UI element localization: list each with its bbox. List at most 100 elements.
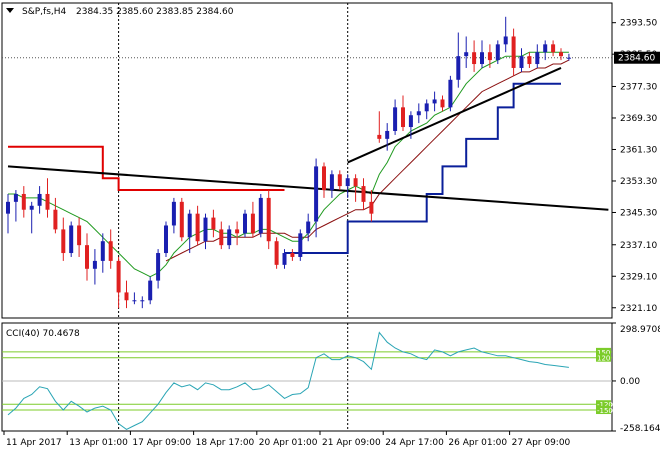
candle-body	[345, 178, 350, 187]
candle-body	[61, 229, 66, 254]
price-axis-label: 2337.10	[620, 241, 657, 251]
candle-body	[187, 213, 192, 238]
cci-level-marker	[596, 406, 611, 415]
price-axis-label: 2321.10	[620, 304, 657, 314]
candle-body	[377, 134, 382, 139]
price-axis-label: 2329.10	[620, 272, 657, 282]
candle-body	[195, 213, 200, 242]
cci-label: CCI(40) 70.4678	[6, 329, 80, 339]
candle-body	[385, 130, 390, 139]
time-axis-label: 24 Apr 17:00	[385, 438, 444, 448]
candle-body	[551, 44, 556, 53]
price-axis-label: 2377.30	[620, 82, 657, 92]
candle-body	[21, 193, 26, 210]
candle-body	[69, 225, 74, 254]
candle-body	[13, 193, 18, 202]
candle-body	[164, 225, 168, 254]
candle-body	[393, 107, 398, 131]
candle-body	[77, 225, 82, 246]
blue-stop-line	[284, 82, 561, 255]
candle-body	[353, 178, 358, 187]
time-axis-label: 26 Apr 01:00	[448, 438, 507, 448]
candle-body	[322, 166, 326, 191]
candle-body	[298, 233, 303, 257]
candle-body	[314, 166, 319, 222]
candle-body	[250, 213, 255, 234]
candle-body	[464, 52, 469, 57]
candle-body	[416, 111, 421, 116]
candle-body	[156, 253, 161, 281]
candle-body	[401, 107, 405, 128]
candle-body	[543, 44, 548, 53]
fast-ma-line	[8, 51, 569, 278]
candle-body	[448, 79, 453, 108]
candle-body	[503, 36, 508, 45]
candle-body	[148, 280, 153, 301]
cci-level-label: -120	[597, 401, 613, 409]
candle-body	[203, 217, 208, 242]
chevron-down-icon	[6, 8, 14, 13]
candle-body	[171, 201, 176, 226]
candle-body	[535, 52, 540, 65]
time-axis-label: 13 Apr 01:00	[69, 438, 128, 448]
red-stop-line	[8, 145, 285, 192]
candle-body	[116, 260, 121, 293]
candle-body	[53, 209, 58, 230]
price-axis-label: 2361.30	[620, 145, 657, 155]
cci-axis-label: 0.00	[620, 377, 640, 387]
candle-body	[369, 201, 374, 214]
candle-body	[527, 56, 532, 65]
candle-body	[472, 52, 477, 65]
slow-ma-line	[165, 59, 570, 262]
candle-body	[329, 174, 334, 191]
candle-body	[511, 36, 516, 68]
candle-body	[361, 186, 366, 202]
candle-body	[480, 52, 484, 65]
candle-body	[424, 103, 429, 112]
time-axis-label: 17 Apr 09:00	[132, 438, 191, 448]
time-axis-label: 27 Apr 09:00	[512, 438, 571, 448]
price-panel-frame	[1, 2, 613, 319]
current-price-label: 2384.60	[618, 54, 655, 64]
candle-body	[85, 245, 89, 269]
candle-body	[235, 229, 240, 234]
cci-level-marker	[596, 347, 611, 356]
cci-level-label: 120	[597, 355, 610, 363]
price-axis-label: 2393.50	[620, 19, 657, 29]
candle-body	[132, 300, 137, 302]
candle-body	[432, 99, 437, 104]
cci-panel-frame	[1, 322, 613, 432]
symbol-label: S&P,fs,H4	[22, 7, 67, 17]
cci-line	[7, 331, 569, 430]
candle-body	[92, 260, 97, 269]
candle-body	[124, 292, 129, 301]
candle-body	[227, 229, 232, 246]
candle-body	[274, 241, 279, 265]
time-axis-label: 11 Apr 2017	[6, 438, 62, 448]
ohlc-readout: 2384.35 2385.60 2383.85 2384.60	[76, 7, 234, 17]
time-axis-label: 20 Apr 01:00	[259, 438, 318, 448]
candle-body	[566, 57, 571, 59]
candle-body	[337, 174, 342, 187]
trendline	[7, 165, 609, 211]
price-axis-label: 2353.30	[620, 177, 657, 187]
candle-body	[440, 99, 445, 108]
candle-body	[258, 197, 263, 234]
price-axis-label: 2369.30	[620, 114, 657, 124]
candle-body	[559, 52, 563, 57]
candle-body	[37, 193, 42, 206]
candle-body	[108, 241, 113, 261]
time-axis-label: 21 Apr 09:00	[322, 438, 381, 448]
current-price-marker	[614, 51, 660, 64]
candle-body	[456, 56, 461, 80]
candle-body	[306, 221, 311, 234]
trendline	[347, 67, 562, 164]
candle-body	[495, 44, 500, 61]
candle-body	[266, 197, 271, 242]
cci-axis-label: -258.1646	[620, 424, 660, 434]
candle-body	[219, 229, 224, 246]
cci-level-marker	[596, 353, 611, 362]
candle-body	[243, 213, 247, 234]
